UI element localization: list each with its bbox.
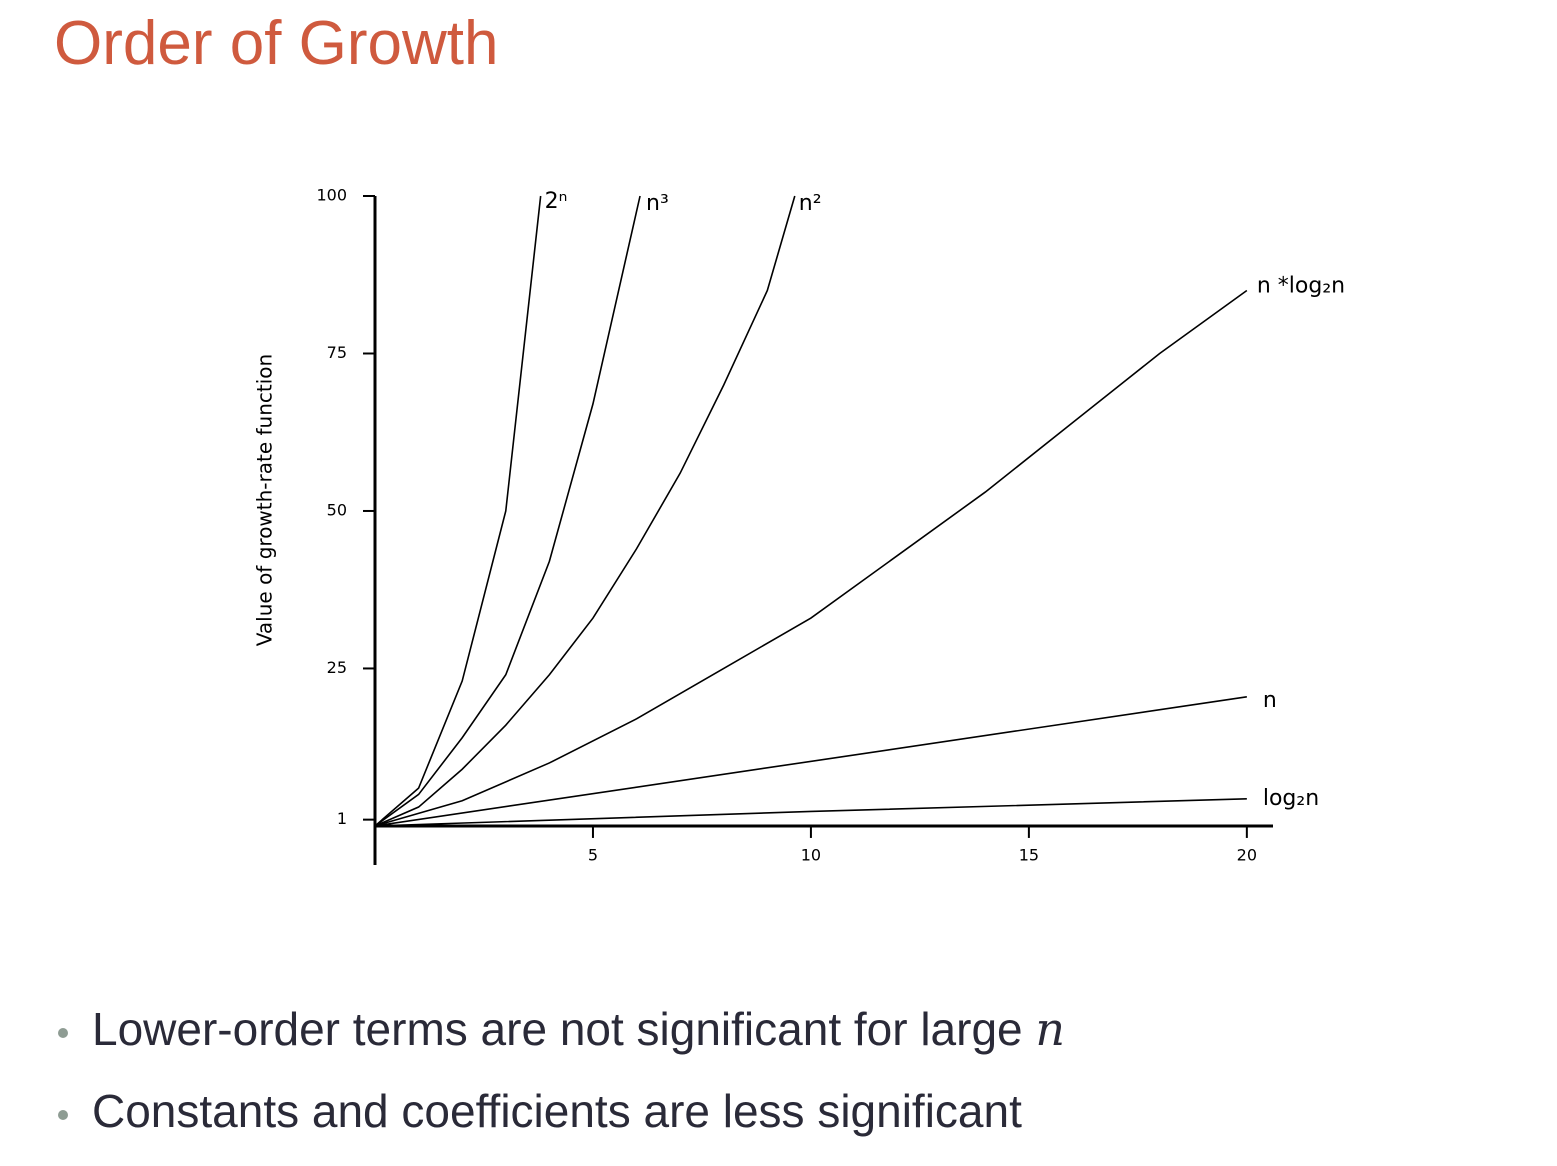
series-label: 2ⁿ [545,189,568,214]
bullet-dot [58,1027,68,1038]
x-tick-label: 5 [588,845,598,864]
y-tick-label: 100 [316,186,347,205]
y-tick-label: 25 [327,658,347,677]
bullet-dot [58,1109,68,1120]
bullet: Constants and coefficients are less sign… [58,1084,1022,1138]
bullet-math: n [1035,1002,1066,1056]
series-line [374,696,1247,827]
y-tick-label: 50 [327,500,347,519]
bullet: Lower-order terms are not significant fo… [58,1002,1065,1056]
y-tick-label: 1 [337,809,347,828]
x-tick-label: 15 [1019,845,1039,864]
series-line [374,289,1248,827]
chart: Value of growth-rate function 1 25 50 75 100… [253,186,1345,865]
bullet-text: Constants and coefficients are less sign… [92,1085,1022,1137]
slide-title: Order of Growth [54,9,499,78]
x-tick-label: 20 [1237,845,1257,864]
x-tick-label: 10 [801,845,821,864]
y-axis-label: Value of growth-rate function [253,354,277,646]
bullet-text: Lower-order terms are not significant fo… [92,1003,1036,1055]
series-line [374,195,542,827]
series-label: n *log₂n [1257,273,1345,298]
series-line [374,195,641,827]
y-tick-label: 75 [327,343,347,362]
series-label: n³ [646,191,669,216]
series-label: n [1263,688,1277,713]
series-label: n² [799,191,822,216]
series-line [374,798,1247,827]
series-label: log₂n [1263,786,1319,811]
series-line [374,195,796,827]
